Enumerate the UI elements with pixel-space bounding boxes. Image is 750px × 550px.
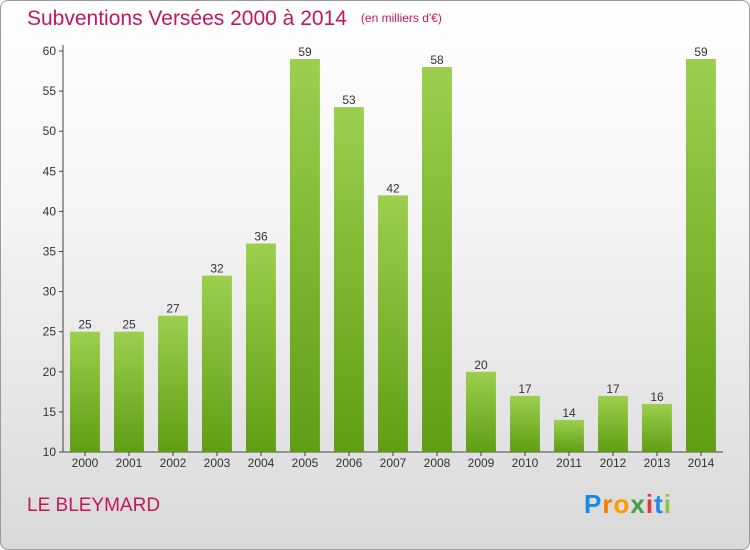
x-tick-label-2001: 2001 — [116, 456, 143, 470]
logo-letter: t — [654, 489, 664, 519]
bar-2003 — [202, 275, 232, 452]
x-tick-label-2014: 2014 — [688, 456, 715, 470]
y-tick-label: 45 — [43, 164, 57, 178]
value-label-2002: 27 — [166, 302, 180, 316]
place-name: LE BLEYMARD — [27, 495, 161, 516]
value-label-2010: 17 — [518, 382, 532, 396]
x-tick-label-2000: 2000 — [72, 456, 99, 470]
bar-2001 — [114, 331, 144, 452]
value-label-2006: 53 — [342, 93, 356, 107]
chart-title: Subventions Versées 2000 à 2014 (en milli… — [27, 7, 442, 31]
value-label-2013: 16 — [650, 390, 664, 404]
x-tick-label-2006: 2006 — [336, 456, 363, 470]
bar-2004 — [246, 243, 276, 452]
x-tick-label-2004: 2004 — [248, 456, 275, 470]
logo-letter: P — [584, 489, 603, 519]
y-tick-label: 50 — [43, 124, 57, 138]
bar-2011 — [554, 419, 584, 452]
x-tick-label-2010: 2010 — [512, 456, 539, 470]
chart-unit-text: (en milliers d'€) — [360, 11, 442, 25]
bar-2002 — [158, 315, 188, 452]
value-label-2014: 59 — [694, 45, 708, 59]
bar-2010 — [510, 395, 540, 452]
logo-letter: x — [630, 489, 646, 519]
value-label-2011: 14 — [562, 406, 576, 420]
y-tick-label: 20 — [43, 365, 57, 379]
value-label-2003: 32 — [210, 262, 224, 276]
y-tick-label: 35 — [43, 245, 57, 259]
bar-2006 — [334, 107, 364, 452]
bar-2014 — [686, 59, 716, 452]
value-label-2000: 25 — [78, 318, 92, 332]
x-tick-label-2002: 2002 — [160, 456, 187, 470]
logo-letter: i — [663, 489, 672, 519]
value-label-2004: 36 — [254, 229, 268, 243]
value-label-2007: 42 — [386, 181, 400, 195]
value-label-2001: 25 — [122, 318, 136, 332]
logo-letter: i — [645, 489, 655, 519]
y-tick-label: 40 — [43, 204, 57, 218]
bar-2000 — [70, 331, 100, 452]
y-tick-label: 55 — [43, 84, 57, 98]
y-tick-label: 30 — [43, 285, 57, 299]
bar-2008 — [422, 67, 452, 452]
x-tick-label-2008: 2008 — [424, 456, 451, 470]
x-tick-label-2011: 2011 — [556, 456, 582, 470]
x-tick-label-2005: 2005 — [292, 456, 319, 470]
bar-2005 — [290, 59, 320, 452]
y-tick-label: 60 — [43, 44, 57, 58]
x-tick-label-2007: 2007 — [380, 456, 407, 470]
proxiti-logo[interactable]: Proxiti — [584, 489, 672, 520]
x-tick-label-2003: 2003 — [204, 456, 231, 470]
x-tick-label-2012: 2012 — [600, 456, 627, 470]
value-label-2008: 58 — [430, 53, 444, 67]
bar-2009 — [466, 371, 496, 452]
bar-2007 — [378, 195, 408, 452]
logo-letter: r — [602, 489, 614, 519]
bar-2012 — [598, 395, 628, 452]
chart-title-text: Subventions Versées 2000 à 2014 — [27, 7, 347, 30]
x-tick-label-2013: 2013 — [644, 456, 671, 470]
bar-2013 — [642, 403, 672, 452]
value-label-2012: 17 — [606, 382, 620, 396]
logo-letter: o — [613, 489, 631, 519]
y-tick-label: 15 — [43, 405, 57, 419]
x-tick-label-2009: 2009 — [468, 456, 495, 470]
y-tick-label: 10 — [43, 445, 57, 459]
y-tick-label: 25 — [43, 325, 57, 339]
value-label-2009: 20 — [474, 358, 488, 372]
value-label-2005: 59 — [298, 45, 312, 59]
